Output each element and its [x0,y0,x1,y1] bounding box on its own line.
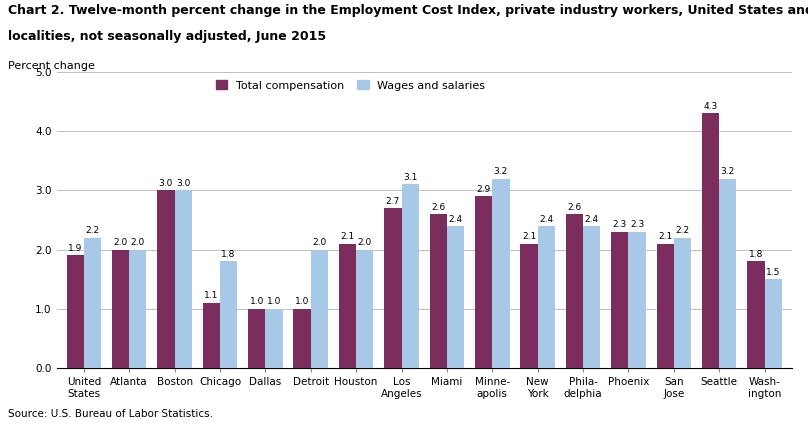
Text: 2.9: 2.9 [477,185,490,194]
Text: Chart 2. Twelve-month percent change in the Employment Cost Index, private indus: Chart 2. Twelve-month percent change in … [8,4,808,17]
Text: 2.3: 2.3 [630,220,644,229]
Text: 2.6: 2.6 [431,203,445,212]
Bar [220,261,238,368]
Bar [203,303,220,368]
Text: 3.2: 3.2 [494,167,508,176]
Bar [265,309,283,368]
Bar [385,208,402,368]
Text: 2.1: 2.1 [340,232,355,241]
Text: Source: U.S. Bureau of Labor Statistics.: Source: U.S. Bureau of Labor Statistics. [8,409,213,419]
Text: 2.0: 2.0 [358,238,372,247]
Bar [520,244,537,368]
Text: 2.0: 2.0 [113,238,128,247]
Text: 2.7: 2.7 [385,197,400,206]
Text: 1.0: 1.0 [295,297,309,306]
Bar [629,232,646,368]
Text: 2.1: 2.1 [658,232,672,241]
Text: 2.0: 2.0 [131,238,145,247]
Bar [311,250,328,368]
Text: 2.0: 2.0 [312,238,326,247]
Text: 2.1: 2.1 [522,232,537,241]
Bar [611,232,629,368]
Text: 2.3: 2.3 [612,220,627,229]
Text: 2.4: 2.4 [539,214,553,223]
Text: localities, not seasonally adjusted, June 2015: localities, not seasonally adjusted, Jun… [8,30,326,43]
Text: 1.8: 1.8 [221,250,236,259]
Text: 1.0: 1.0 [267,297,281,306]
Bar [674,238,691,368]
Bar [66,255,84,368]
Legend: Total compensation, Wages and salaries: Total compensation, Wages and salaries [216,80,486,91]
Bar [447,226,464,368]
Text: 1.5: 1.5 [766,268,781,277]
Text: 3.0: 3.0 [176,179,191,188]
Text: 1.0: 1.0 [250,297,264,306]
Bar [702,113,719,368]
Bar [492,179,510,368]
Text: 3.1: 3.1 [403,173,417,182]
Bar [566,214,583,368]
Bar [747,261,764,368]
Text: Percent change: Percent change [8,61,95,71]
Text: 1.8: 1.8 [749,250,764,259]
Text: 1.9: 1.9 [68,244,82,253]
Bar [475,196,492,368]
Bar [402,184,419,368]
Bar [430,214,447,368]
Text: 2.6: 2.6 [567,203,582,212]
Bar [175,190,191,368]
Text: 3.2: 3.2 [721,167,735,176]
Bar [112,250,129,368]
Bar [764,279,782,368]
Text: 2.2: 2.2 [86,226,99,235]
Text: 3.0: 3.0 [158,179,173,188]
Bar [657,244,674,368]
Bar [129,250,146,368]
Text: 2.4: 2.4 [585,214,599,223]
Bar [158,190,175,368]
Bar [356,250,373,368]
Bar [293,309,311,368]
Bar [248,309,265,368]
Text: 4.3: 4.3 [704,102,718,111]
Text: 2.2: 2.2 [675,226,689,235]
Bar [719,179,736,368]
Bar [537,226,555,368]
Text: 2.4: 2.4 [448,214,462,223]
Bar [583,226,600,368]
Bar [339,244,356,368]
Bar [84,238,101,368]
Text: 1.1: 1.1 [204,291,218,300]
